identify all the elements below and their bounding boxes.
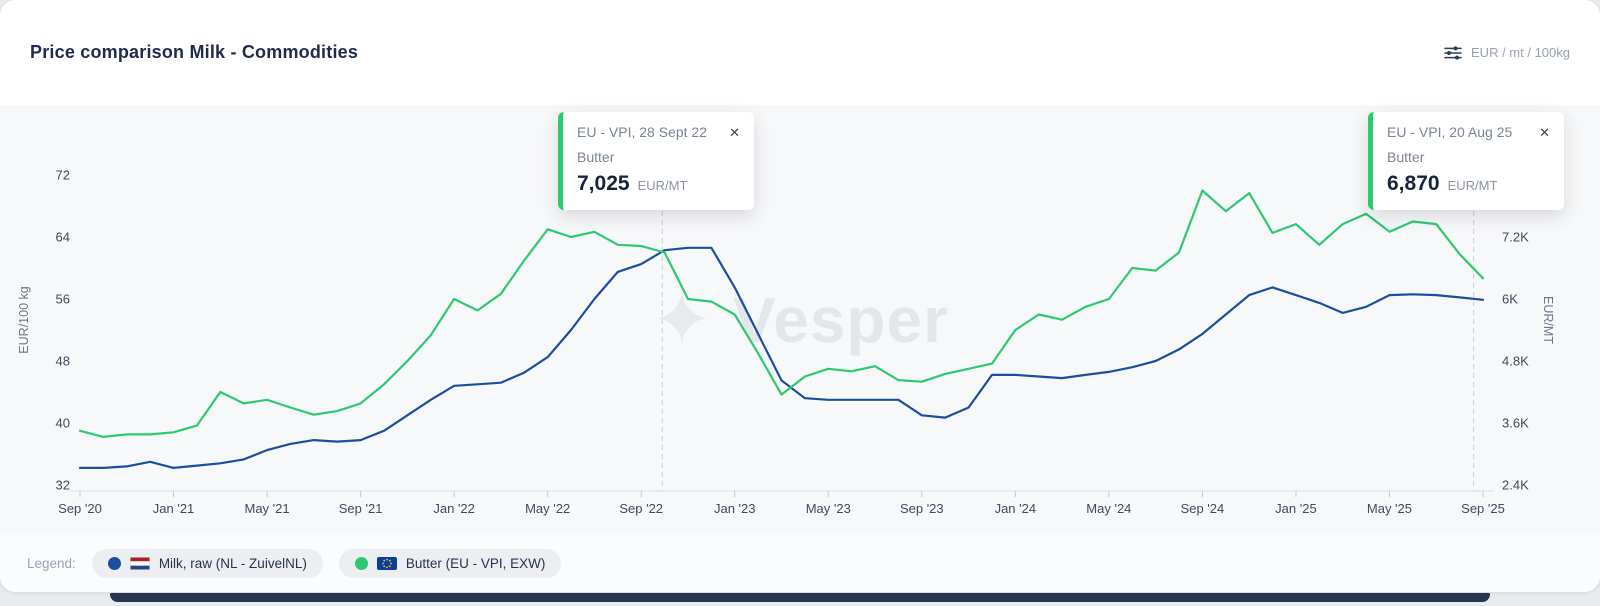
x-tick-label: Sep '21 — [339, 501, 383, 516]
left-tick-label: 32 — [56, 478, 70, 493]
x-tick-label: May '21 — [245, 501, 290, 516]
legend-label: Legend: — [27, 556, 76, 571]
x-tick-label: May '23 — [806, 501, 851, 516]
tooltip-product: Butter — [577, 149, 615, 165]
right-tick-label: 2.4K — [1502, 478, 1529, 493]
tooltip-value: 6,870 — [1387, 172, 1440, 195]
legend-item-label: Butter (EU - VPI, EXW) — [405, 556, 546, 571]
chart-region: ✦ Vesper EUR/100 kg EUR/MT Sep '20 Jan '2… — [0, 105, 1600, 535]
tooltip-unit: EUR/MT — [1447, 178, 1498, 193]
x-tick-label: May '24 — [1086, 501, 1131, 516]
left-tick-label: 40 — [56, 416, 70, 431]
x-tick-label: Sep '20 — [58, 501, 102, 516]
page-title: Price comparison Milk - Commodities — [30, 42, 359, 62]
chart-plot-area[interactable]: Sep '20 Jan '21 May '21 Sep '21 Jan '22 May '… — [0, 105, 1600, 535]
right-tick-label: 6K — [1502, 292, 1518, 307]
tooltip-source: EU - VPI, 20 Aug 25 — [1387, 124, 1513, 140]
right-axis-title: EUR/MT — [1541, 296, 1555, 344]
x-tick-label: May '22 — [525, 501, 570, 516]
x-tick-label: May '25 — [1367, 501, 1412, 516]
chart-card: Price comparison Milk - Commodities EUR … — [0, 0, 1600, 592]
tooltip-butter-aug25: EU - VPI, 20 Aug 25 ✕ Butter 6,870 EUR/M… — [1368, 112, 1564, 210]
left-tick-label: 48 — [56, 354, 70, 369]
close-icon[interactable]: ✕ — [1533, 124, 1550, 141]
legend-item-milk[interactable]: Milk, raw (NL - ZuivelNL) — [91, 549, 323, 578]
next-section-edge — [110, 593, 1490, 602]
right-tick-label: 7.2K — [1502, 230, 1529, 245]
left-tick-label: 64 — [56, 230, 70, 245]
tooltip-source: EU - VPI, 28 Sept 22 — [577, 124, 707, 140]
x-tick-label: Sep '25 — [1461, 501, 1505, 516]
x-tick-label: Sep '23 — [900, 501, 944, 516]
x-tick-label: Jan '21 — [153, 501, 195, 516]
right-tick-label: 3.6K — [1502, 416, 1529, 431]
eu-flag-icon — [376, 557, 397, 570]
right-tick-label: 4.8K — [1502, 354, 1529, 369]
left-axis-title: EUR/100 kg — [17, 286, 31, 354]
legend-bar: Legend: Milk, raw (NL - ZuivelNL) — [0, 535, 1600, 592]
netherlands-flag-icon — [129, 557, 150, 570]
legend-item-butter[interactable]: Butter (EU - VPI, EXW) — [338, 549, 562, 578]
unit-selector-label: EUR / mt / 100kg — [1471, 45, 1570, 60]
x-tick-label: Jan '23 — [714, 501, 756, 516]
legend-item-label: Milk, raw (NL - ZuivelNL) — [158, 556, 307, 571]
series-line-1 — [78, 189, 1485, 438]
unit-selector[interactable]: EUR / mt / 100kg — [1444, 45, 1570, 60]
left-tick-label: 56 — [56, 292, 70, 307]
card-header: Price comparison Milk - Commodities EUR … — [0, 0, 1600, 105]
butter-series-dot — [354, 557, 368, 570]
tooltip-unit: EUR/MT — [637, 178, 688, 193]
close-icon[interactable]: ✕ — [723, 124, 740, 141]
x-tick-label: Jan '24 — [995, 501, 1037, 516]
milk-series-dot — [107, 557, 121, 570]
tooltip-value: 7,025 — [577, 172, 630, 195]
filter-sliders-icon — [1444, 45, 1462, 60]
tooltip-product: Butter — [1387, 149, 1425, 165]
series-line-0 — [78, 246, 1485, 469]
x-tick-label: Jan '25 — [1275, 501, 1317, 516]
x-tick-label: Sep '22 — [619, 501, 663, 516]
left-tick-label: 72 — [56, 168, 70, 183]
tooltip-butter-sep22: EU - VPI, 28 Sept 22 ✕ Butter 7,025 EUR/… — [558, 112, 754, 210]
x-tick-label: Sep '24 — [1181, 501, 1225, 516]
x-tick-label: Jan '22 — [433, 501, 475, 516]
